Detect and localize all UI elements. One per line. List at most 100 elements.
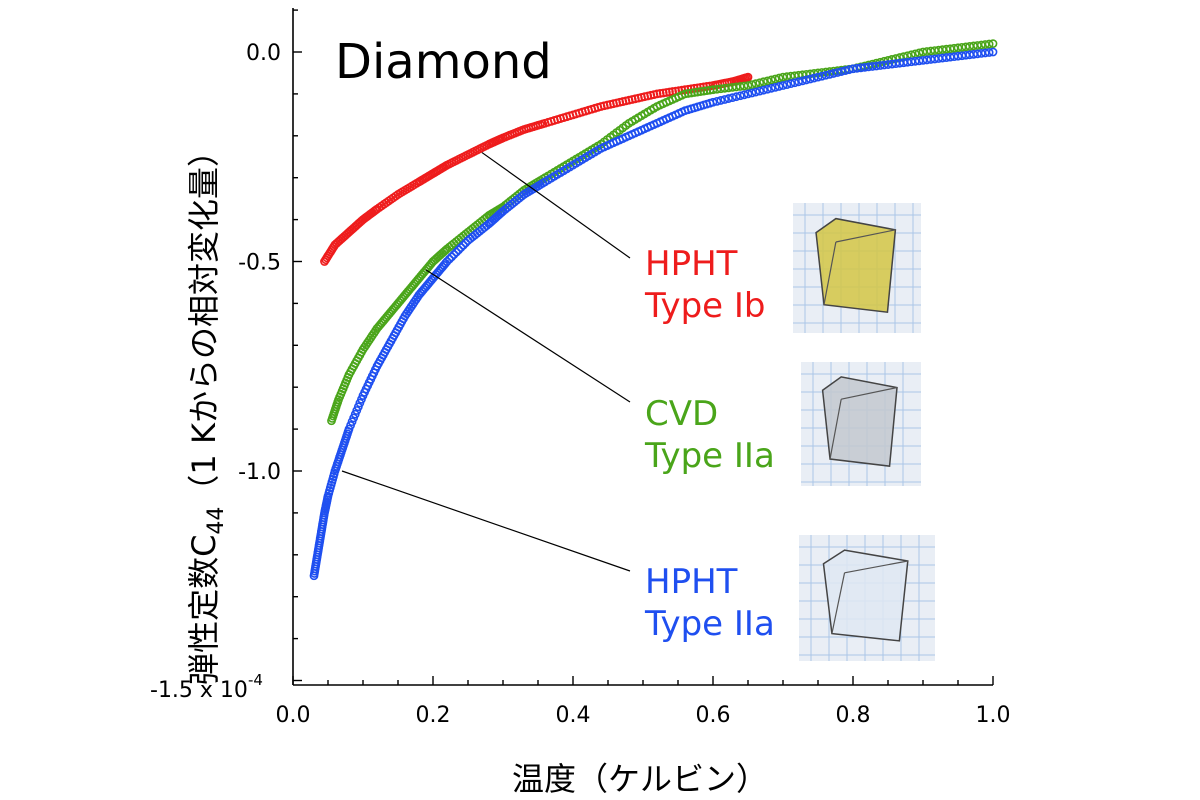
- data-point: [833, 68, 842, 77]
- data-point: [988, 39, 998, 49]
- data-point: [447, 252, 457, 262]
- data-point: [739, 81, 749, 91]
- data-point: [451, 247, 461, 257]
- data-point: [786, 79, 796, 89]
- data-point: [988, 47, 998, 57]
- crystal-edge: [823, 241, 837, 305]
- data-point: [755, 86, 765, 96]
- data-point: [794, 77, 803, 87]
- data-point: [774, 82, 784, 91]
- axes: 0.0 0.2 0.4 0.6 0.8 1.0 0.0 -0.5 -1.0: [238, 8, 1011, 728]
- data-point: [458, 240, 468, 250]
- y-tick-label: 0.0: [246, 41, 281, 66]
- crystal-edge: [841, 387, 898, 400]
- data-point: [456, 243, 466, 252]
- leader-line: [341, 470, 631, 572]
- series-2: [309, 47, 998, 581]
- data-point: [683, 89, 693, 98]
- data-point: [689, 88, 699, 97]
- data-point: [442, 257, 452, 266]
- data-point: [724, 94, 733, 103]
- chart-title: Diamond: [335, 34, 552, 90]
- data-point: [813, 72, 823, 82]
- leader-line: [481, 152, 631, 259]
- data-point: [751, 79, 761, 89]
- crystal-edge: [831, 572, 846, 634]
- data-point: [686, 88, 696, 98]
- y-axis-label: 弾性定数C44（1 Kからの相対変化量）: [185, 135, 229, 685]
- data-point: [801, 75, 811, 85]
- data-point: [782, 80, 792, 89]
- y-axis-label-rest: （1 Kからの相対変化量）: [185, 135, 223, 507]
- data-point: [825, 69, 835, 79]
- data-point: [829, 69, 838, 78]
- data-point: [720, 95, 730, 104]
- data-point: [743, 72, 753, 82]
- data-point: [652, 89, 662, 99]
- data-point: [790, 78, 800, 88]
- data-point: [444, 254, 454, 264]
- y-tick-label: -0.5: [238, 251, 281, 276]
- data-point: [766, 75, 776, 85]
- data-point: [731, 92, 741, 102]
- data-point: [755, 78, 765, 88]
- data-point: [751, 87, 761, 97]
- data-point: [728, 93, 737, 103]
- x-tick-label: 0.2: [416, 703, 451, 728]
- sample-photo: [799, 535, 935, 661]
- y-tick-label: -1.0: [238, 460, 281, 485]
- data-point: [454, 245, 464, 255]
- data-point: [449, 250, 459, 259]
- data-point: [798, 76, 807, 86]
- data-point: [763, 76, 772, 86]
- sample-photo: [801, 362, 921, 486]
- data-point: [759, 77, 768, 87]
- x-tick-label: 0.4: [556, 703, 591, 728]
- data-point: [836, 67, 846, 76]
- data-point: [702, 86, 712, 96]
- x-tick-label: 1.0: [976, 703, 1011, 728]
- data-point: [739, 90, 749, 100]
- data-point: [984, 39, 994, 49]
- data-point: [840, 66, 850, 76]
- data-point: [770, 82, 780, 92]
- series-label-line2: Type Ib: [644, 286, 766, 326]
- x-tick-label: 0.8: [836, 703, 871, 728]
- sample-photo: [793, 203, 921, 333]
- data-point: [770, 74, 780, 84]
- y-axis-unit-base: -1.5 x 10: [150, 678, 248, 703]
- data-point: [774, 73, 784, 83]
- x-axis-label: 温度（ケルビン）: [512, 760, 768, 798]
- data-point: [693, 87, 702, 97]
- x-tick-label: 0.0: [276, 703, 311, 728]
- data-point: [984, 48, 994, 57]
- series-label-line1: HPHT: [645, 562, 738, 602]
- series-label-line2: Type IIa: [644, 436, 775, 476]
- y-axis-label-main: 弾性定数C: [185, 535, 223, 685]
- data-point: [716, 96, 726, 105]
- data-point: [844, 65, 854, 75]
- data-point: [743, 89, 753, 99]
- y-axis-unit-exponent: -4: [248, 671, 263, 689]
- data-point: [712, 96, 722, 106]
- data-point: [699, 86, 709, 96]
- crystal-edge: [844, 560, 908, 574]
- data-point: [665, 87, 674, 97]
- series-layer: [309, 39, 998, 581]
- data-point: [809, 73, 819, 83]
- data-point: [661, 88, 671, 97]
- y-axis-label-subscript: 44: [204, 507, 229, 535]
- crystal-edge: [835, 229, 896, 243]
- data-point: [658, 88, 668, 98]
- data-point: [743, 81, 753, 90]
- data-point: [747, 88, 757, 98]
- data-point: [805, 74, 815, 84]
- series-label-line1: CVD: [645, 394, 718, 434]
- leader-line: [425, 269, 631, 403]
- data-point: [655, 89, 665, 98]
- data-point: [696, 87, 705, 96]
- x-tick-label: 0.6: [696, 703, 731, 728]
- data-point: [708, 97, 718, 107]
